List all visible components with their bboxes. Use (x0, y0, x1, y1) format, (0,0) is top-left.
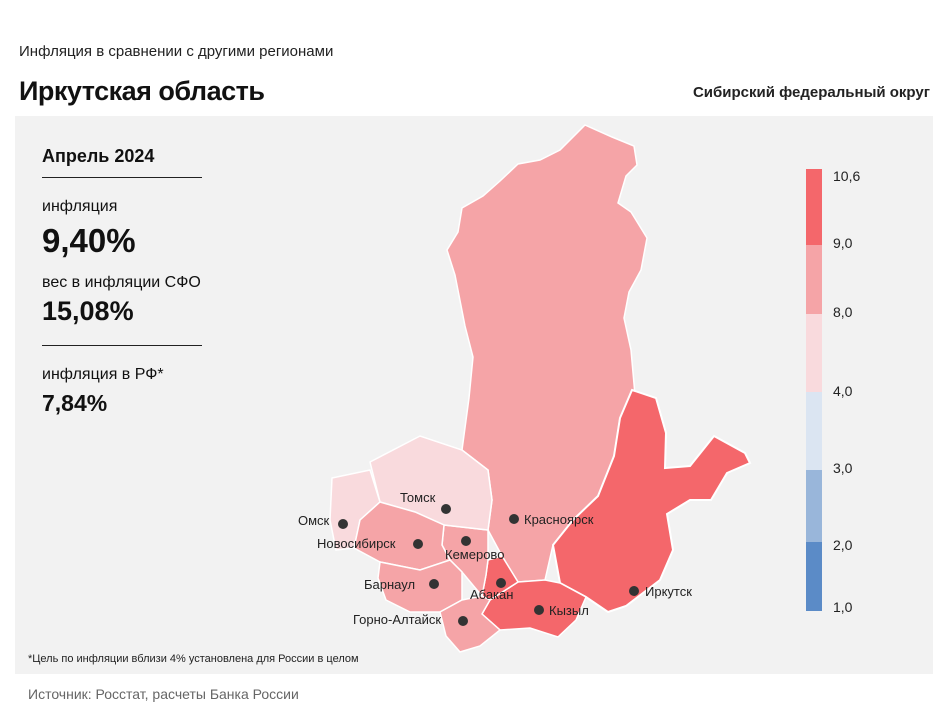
legend-tick: 8,0 (833, 304, 853, 320)
legend-tick: 3,0 (833, 460, 853, 476)
city-label-barnaul: Барнаул (364, 577, 415, 592)
city-kyzyl: Кызыл (534, 603, 589, 618)
city-abakan: Абакан (470, 578, 513, 602)
city-label-novosibirsk: Новосибирск (317, 536, 396, 551)
region-novosibirsk (353, 501, 452, 571)
city-krasnoyarsk: Красноярск (509, 512, 594, 527)
city-label-krasnoyarsk: Красноярск (524, 512, 594, 527)
divider (42, 345, 202, 346)
legend-bin-9-10_6 (806, 169, 822, 245)
city-label-omsk: Омск (298, 513, 330, 528)
legend-tick: 10,6 (833, 168, 861, 184)
city-tomsk: Томск (400, 490, 451, 514)
city-label-kemerovo: Кемерово (445, 547, 504, 562)
city-marker-omsk (338, 519, 348, 529)
legend-tick: 2,0 (833, 537, 853, 553)
city-kemerovo: Кемерово (445, 536, 504, 562)
city-label-tomsk: Томск (400, 490, 436, 505)
city-omsk: Омск (298, 513, 348, 529)
city-marker-abakan (496, 578, 506, 588)
city-barnaul: Барнаул (364, 577, 439, 592)
period-label: Апрель 2024 (42, 146, 202, 178)
legend-bin-3-4 (806, 392, 822, 470)
city-label-irkutsk: Иркутск (645, 584, 692, 599)
region-irkutsk (551, 388, 752, 614)
legend-bin-4-8 (806, 314, 822, 392)
weight-value: 15,08% (42, 296, 134, 326)
legend-tick: 9,0 (833, 235, 853, 251)
city-novosibirsk: Новосибирск (317, 536, 423, 551)
inflation-value: 9,40% (42, 222, 136, 259)
region-title: Иркутская область (19, 76, 265, 106)
city-marker-irkutsk (629, 586, 639, 596)
city-marker-kemerovo (461, 536, 471, 546)
city-gorno-altaysk: Горно-Алтайск (353, 612, 468, 627)
footnote: *Цель по инфляции вблизи 4% установлена … (28, 653, 359, 665)
city-marker-gorno-altaysk (458, 616, 468, 626)
district-name: Сибирский федеральный округ (692, 84, 930, 101)
legend-bin-8-9 (806, 245, 822, 314)
city-marker-krasnoyarsk (509, 514, 519, 524)
city-label-kyzyl: Кызыл (549, 603, 589, 618)
city-marker-kyzyl (534, 605, 544, 615)
source-note: Источник: Росстат, расчеты Банка России (28, 686, 299, 702)
rf-inflation-value: 7,84% (42, 390, 108, 416)
inflation-label: инфляция (42, 198, 118, 215)
info-block: Апрель 2024 инфляция 9,40% вес в инфляци… (42, 146, 207, 417)
city-label-gorno-altaysk: Горно-Алтайск (353, 612, 441, 627)
city-irkutsk: Иркутск (629, 584, 692, 599)
weight-label: вес в инфляции СФО (42, 274, 201, 291)
city-marker-barnaul (429, 579, 439, 589)
city-marker-novosibirsk (413, 539, 423, 549)
legend-tick: 1,0 (833, 599, 853, 615)
city-marker-tomsk (441, 504, 451, 514)
city-label-abakan: Абакан (470, 587, 513, 602)
legend-tick: 4,0 (833, 383, 853, 399)
region-altai-republic (439, 595, 502, 653)
legend-bin-1-2 (806, 542, 822, 611)
legend-bin-2-3 (806, 470, 822, 542)
color-scale-legend (806, 169, 822, 611)
rf-inflation-label: инфляция в РФ* (42, 366, 164, 383)
chart-subtitle: Инфляция в сравнении с другими регионами (19, 43, 334, 60)
